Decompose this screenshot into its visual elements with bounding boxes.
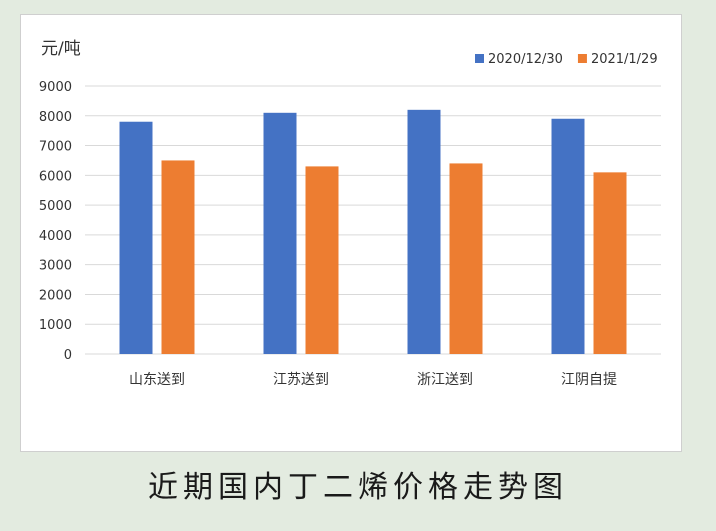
bar [449, 163, 483, 354]
x-tick-label: 江阴自提 [561, 372, 617, 388]
bar [119, 121, 153, 354]
bar [263, 112, 297, 354]
x-axis-ticks: 山东送到 江苏送到 浙江送到 江阴自提 [129, 372, 617, 388]
y-tick-label: 5000 [39, 199, 72, 214]
bar-chart: 元/吨 0 1000 2000 3000 4000 5000 6000 7000 8000 900… [39, 39, 661, 388]
chart-area: 元/吨 0 1000 2000 3000 4000 5000 6000 7000 8000 900… [20, 14, 682, 452]
legend: 2020/12/30 2021/1/29 [475, 52, 658, 67]
x-tick-label: 江苏送到 [273, 372, 329, 388]
bar [305, 166, 339, 354]
legend-label: 2021/1/29 [591, 52, 658, 67]
legend-label: 2020/12/30 [488, 52, 563, 67]
chart-title: 近期国内丁二烯价格走势图 [148, 470, 568, 505]
y-axis-unit-label: 元/吨 [41, 39, 81, 59]
y-tick-label: 2000 [39, 288, 72, 303]
y-tick-label: 9000 [39, 80, 72, 95]
bar [593, 172, 627, 354]
y-tick-label: 6000 [39, 169, 72, 184]
bar [551, 118, 585, 354]
y-tick-label: 7000 [39, 140, 72, 155]
y-tick-label: 4000 [39, 229, 72, 244]
bars [119, 109, 627, 354]
bar [161, 160, 195, 354]
legend-swatch [577, 54, 587, 63]
y-tick-label: 8000 [39, 110, 72, 125]
x-tick-label: 山东送到 [129, 372, 185, 388]
y-tick-label: 1000 [39, 318, 72, 333]
bar [407, 109, 441, 354]
x-tick-label: 浙江送到 [417, 372, 473, 388]
caption-band [0, 456, 716, 531]
y-tick-label: 0 [64, 348, 72, 363]
y-axis-ticks: 0 1000 2000 3000 4000 5000 6000 7000 8000 9000 [39, 80, 72, 363]
legend-swatch [475, 54, 484, 63]
y-tick-label: 3000 [39, 259, 72, 274]
